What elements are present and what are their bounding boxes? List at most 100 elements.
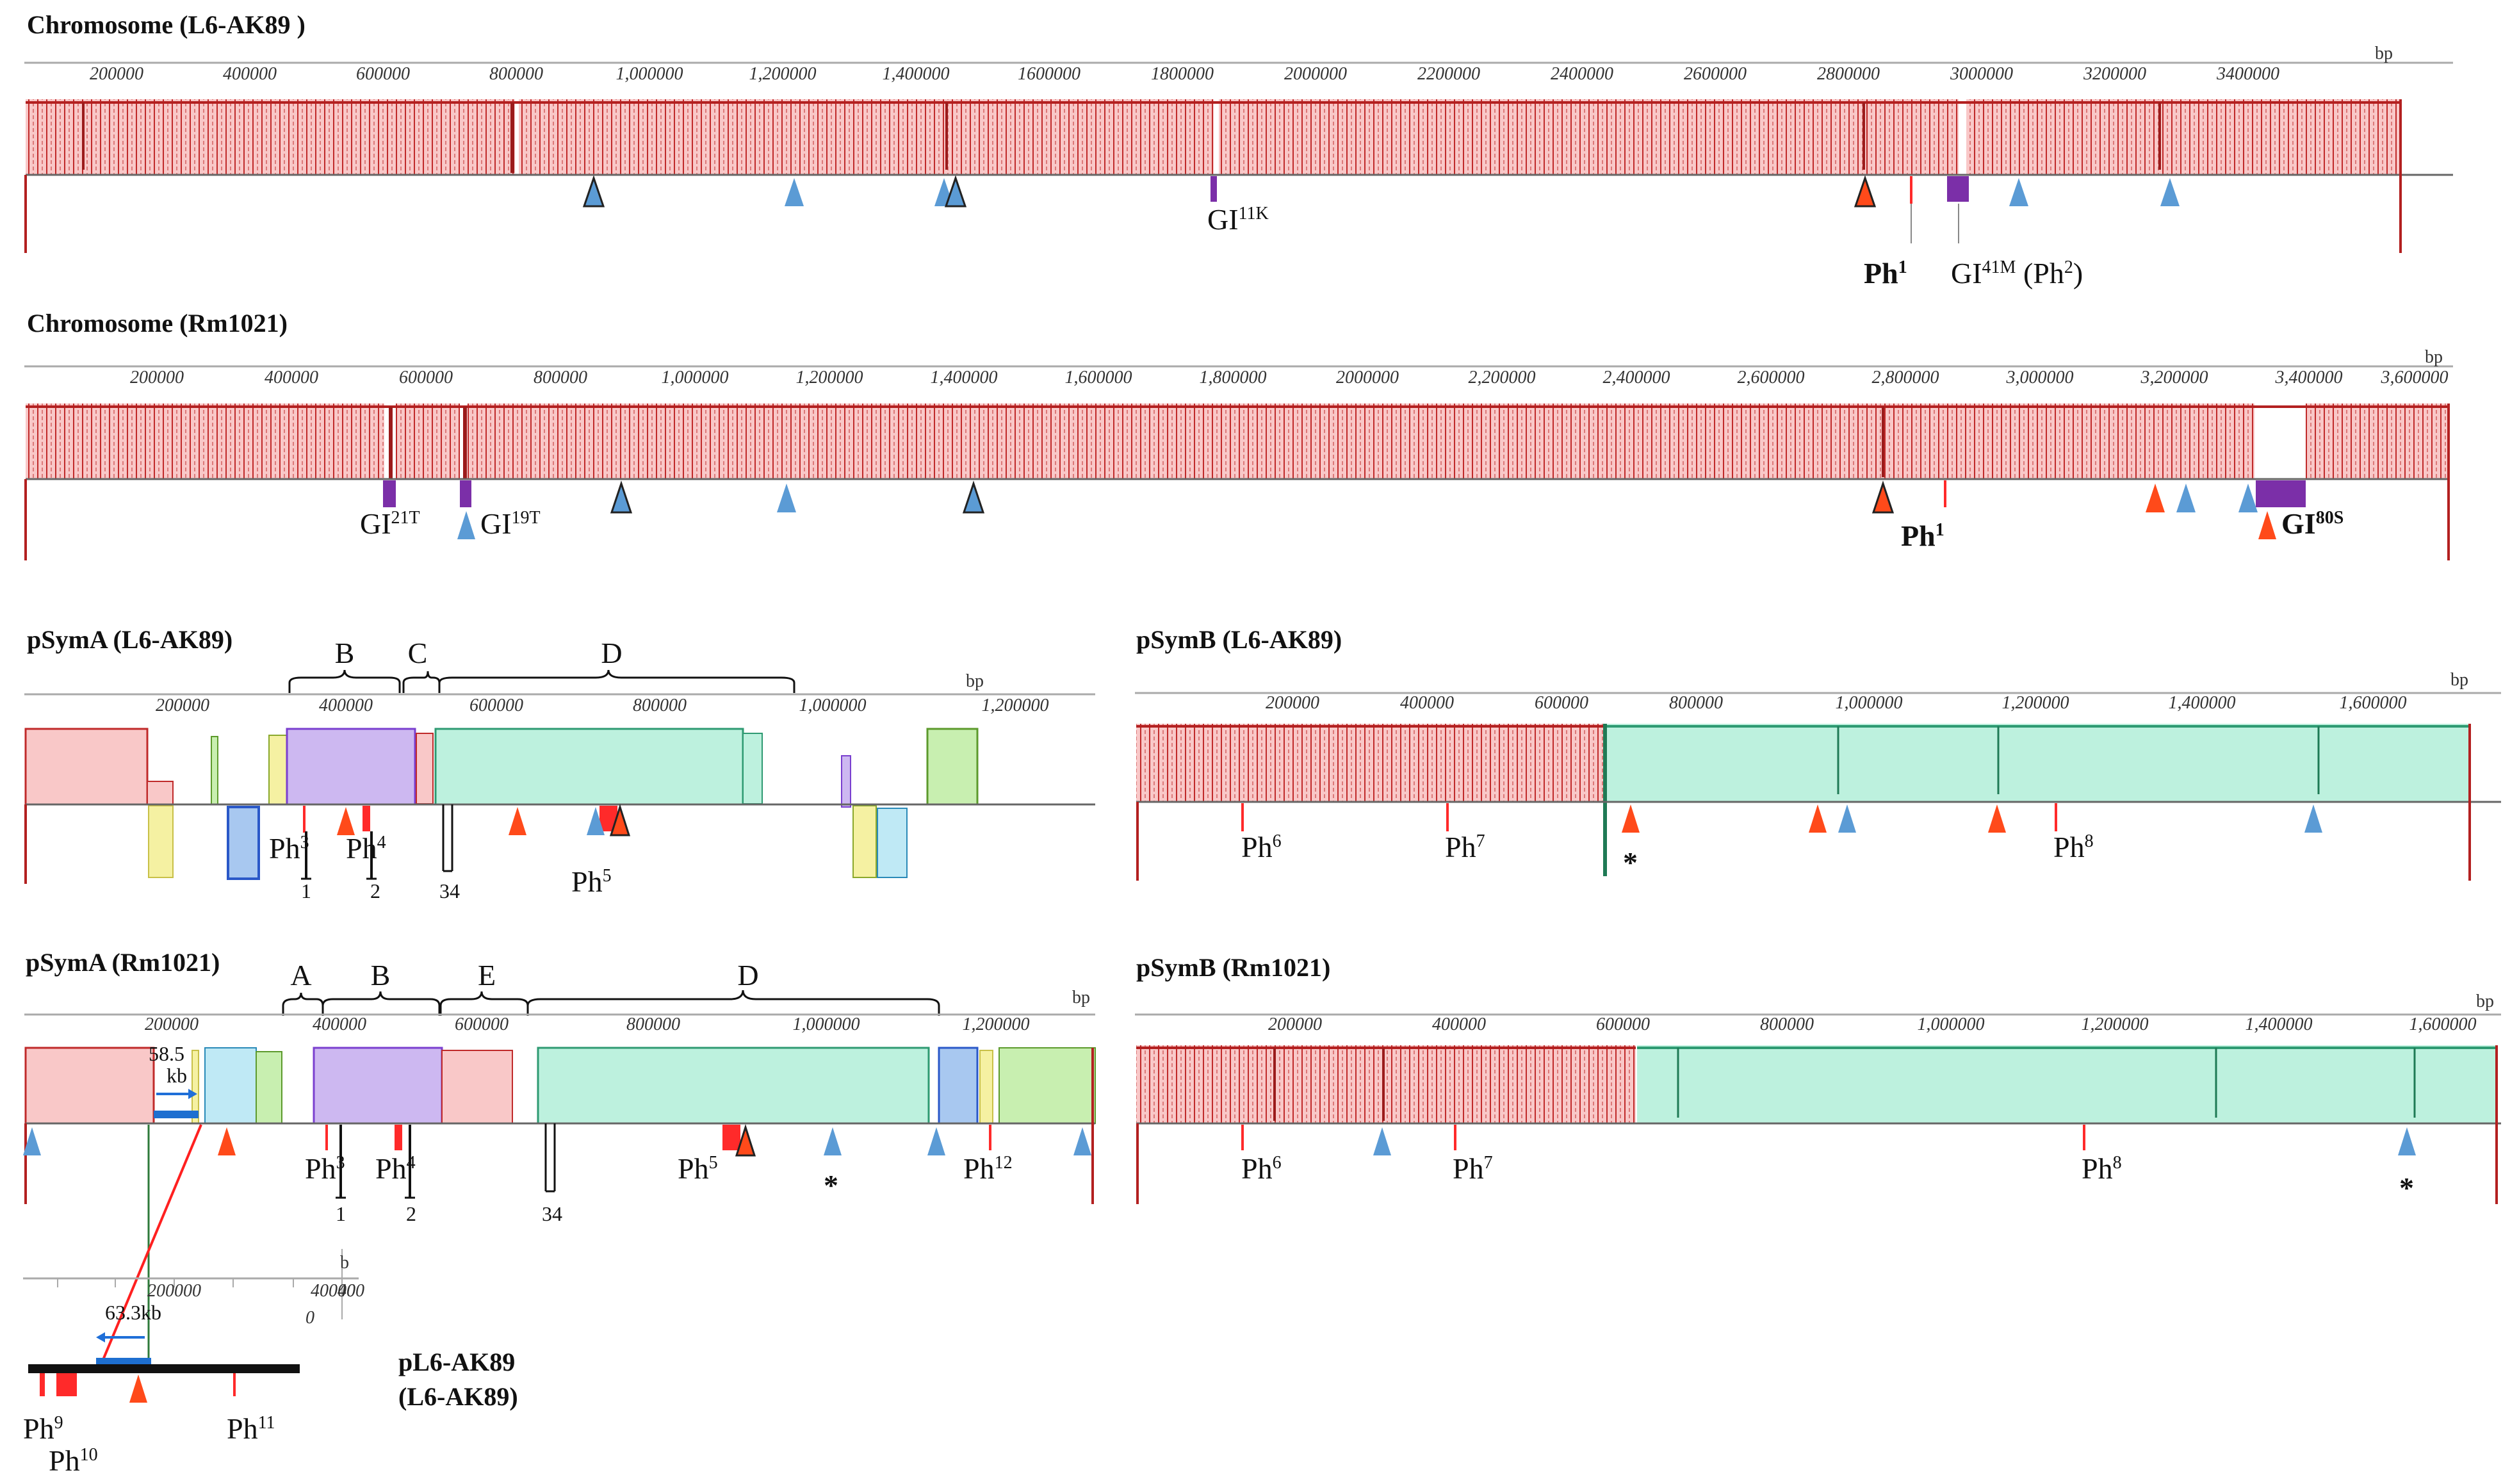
label-base: Ph (963, 1152, 995, 1185)
tick-label: 1,000000 (616, 64, 683, 84)
label-tail: (Ph (2016, 257, 2064, 289)
label-ph10: Ph10 (49, 1444, 98, 1477)
label-ph3: Ph3 (269, 832, 309, 865)
label-ph4: Ph4 (346, 832, 386, 865)
tick-label: 2200000 (1417, 64, 1480, 84)
tick-label: 800000 (1760, 1015, 1814, 1034)
panel-psyma-ak89: pSymA (L6-AK89) B C D 200000 400000 6000… (24, 625, 1095, 902)
integrase-triangle-red (1622, 804, 1640, 833)
trna-triangle-blue (1838, 804, 1856, 833)
tick-label: 800000 (633, 696, 687, 715)
label-base: Ph (1901, 519, 1936, 552)
label-sup: 8 (2113, 1153, 2122, 1173)
panel-psyma-rm1021: pSymA (Rm1021) A B E D 200000 400000 600… (23, 948, 1096, 1225)
prophage-ph9 (40, 1373, 45, 1396)
tick-label: 1,400000 (931, 368, 998, 387)
tick-label: 1,800000 (1200, 368, 1267, 387)
tick-label: 3,200000 (2140, 368, 2208, 387)
tick-label: 1,200000 (2002, 693, 2069, 713)
label-sup: 19T (512, 508, 541, 528)
lcb-block (519, 99, 1214, 175)
unit-label: bp (2375, 44, 2393, 63)
label-sup: 11 (258, 1413, 275, 1433)
lcb-block (396, 404, 460, 479)
tick-label: 1600000 (1018, 64, 1080, 84)
genomic-island-gi21t (383, 480, 396, 507)
tick-labels: 200000 400000 600000 800000 1,000000 1,2… (1266, 693, 2407, 713)
lcb-block (1637, 1045, 2498, 1123)
lcb-block (204, 1047, 257, 1124)
label-sup: 5 (603, 866, 612, 886)
tick-label: 3000000 (1950, 64, 2013, 84)
label-ph7: Ph7 (1445, 831, 1485, 863)
lcb-block (256, 1051, 282, 1124)
tick-label: 400000 (319, 696, 373, 715)
panel-psymb-ak89: pSymB (L6-AK89) 200000 400000 600000 800… (1135, 625, 2501, 881)
tick-labels: 200000 400000 600000 800000 1,000000 1,2… (90, 64, 2279, 84)
asterisk-marker: * (2399, 1171, 2414, 1204)
integrase-triangle-red-outlined (609, 804, 631, 836)
tick-label: 200000 (90, 64, 143, 84)
tick-label: 1,400000 (2169, 693, 2236, 713)
label-sup: 12 (995, 1153, 1013, 1173)
tick-label: 3400000 (2216, 64, 2279, 84)
tick-label: 2,400000 (1603, 368, 1670, 387)
locus-number: 1 (336, 1202, 346, 1225)
trna-triangle-blue (2176, 484, 2196, 512)
lcb-block (286, 728, 416, 806)
lcb-block (434, 728, 744, 806)
segment-bracket (288, 669, 401, 693)
label-ph1: Ph1 (1864, 257, 1907, 289)
tick-label-extra: 400 (338, 1281, 364, 1301)
trna-triangle-blue (2304, 804, 2322, 833)
tick-label: 3,600000 (2381, 368, 2449, 387)
tick-label: 200000 (145, 1015, 199, 1034)
panel-chromosome-rm1021: Chromosome (Rm1021) 200000 400000 600000… (24, 309, 2453, 560)
segment-label: D (601, 637, 622, 669)
tick-label: 400000 (1400, 693, 1454, 713)
tick-label: 2600000 (1684, 64, 1747, 84)
lcb-block (313, 1047, 443, 1125)
label-base: GI (2281, 507, 2316, 540)
integrase-triangle-red-outlined (735, 1124, 756, 1157)
label-base: Ph (227, 1412, 258, 1445)
label-base: Ph (23, 1412, 54, 1445)
lcb-block (1605, 724, 2470, 802)
integrase-triangle-red (337, 807, 355, 835)
panel-title: pSymA (Rm1021) (26, 948, 220, 977)
lcb-block (537, 1047, 930, 1125)
locus-number: 2 (406, 1202, 416, 1225)
label-ph5: Ph5 (571, 865, 612, 898)
panel-title: pSymB (Rm1021) (1136, 953, 1330, 982)
label-sup: 7 (1484, 1153, 1493, 1173)
lcb-block (1219, 99, 1959, 175)
segment-label: B (371, 959, 391, 991)
label-gi11k: GI11K (1207, 203, 1269, 236)
tick-label: 400000 (313, 1015, 366, 1034)
tick-label: 600000 (356, 64, 410, 84)
trna-triangle-blue (2009, 178, 2028, 206)
trna-triangle-blue (2398, 1127, 2416, 1155)
label-sup: 3 (300, 833, 309, 852)
panel-title: pSymB (L6-AK89) (1136, 625, 1342, 654)
similarity-profile (1136, 724, 2470, 876)
tick-labels: 200000 400000 600000 800000 1,000000 1,2… (1268, 1015, 2477, 1034)
label-base: Ph (49, 1444, 80, 1477)
label-ph8: Ph8 (2053, 831, 2094, 863)
integrase-triangle-red-outlined (1854, 175, 1877, 208)
tick-label: 0 (306, 1308, 314, 1328)
tick-label: 1,400000 (2246, 1015, 2313, 1034)
label-sup: 2 (2064, 257, 2073, 277)
label-base: Ph (1241, 831, 1273, 863)
label-sup: 4 (407, 1153, 416, 1173)
trna-triangle-blue (2160, 178, 2180, 206)
segment-label: E (478, 959, 496, 991)
label-base: Ph (375, 1152, 407, 1185)
tick-label: 800000 (626, 1015, 680, 1034)
tick-label: 600000 (1535, 693, 1588, 713)
lcb-block (979, 1050, 993, 1124)
unit-label: bp (966, 671, 984, 691)
genomic-island-gi11k (1211, 176, 1217, 202)
locus-number: 34 (439, 879, 460, 902)
